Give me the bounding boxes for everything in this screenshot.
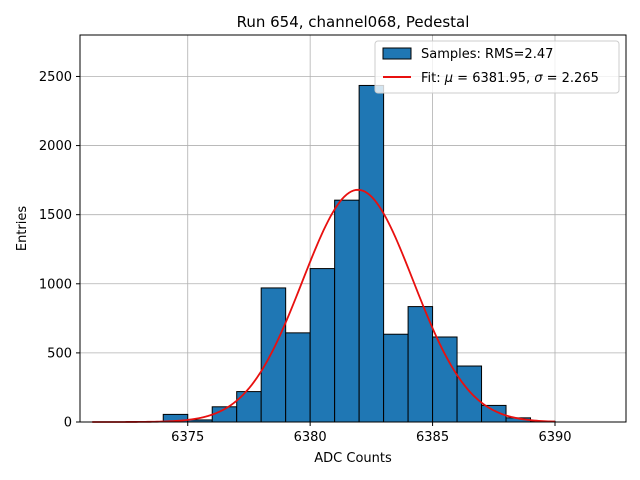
x-tick-label: 6380: [294, 430, 327, 445]
y-tick-label: 0: [64, 416, 72, 431]
legend-label-fit: Fit: μ = 6381.95, σ = 2.265: [421, 71, 599, 86]
legend-fit-sigma-value: = 2.265: [542, 71, 598, 86]
histogram-bar: [383, 333, 409, 423]
x-tick-label: 6385: [416, 430, 449, 445]
legend-label-samples: Samples: RMS=2.47: [421, 47, 553, 62]
plot-frame: [79, 34, 627, 423]
histogram-bar: [334, 199, 360, 423]
legend-box: [374, 40, 620, 94]
legend-fit-sigma-symbol: σ: [534, 71, 543, 86]
histogram-bar: [309, 268, 336, 423]
fit-layer: [92, 188, 556, 423]
chart-title: Run 654, channel068, Pedestal: [237, 13, 470, 31]
histogram-bar: [260, 287, 287, 423]
y-tick-label: 2000: [39, 139, 72, 154]
histogram-bar: [236, 391, 262, 423]
histogram-bar: [456, 365, 483, 423]
x-axis-label: ADC Counts: [314, 451, 392, 466]
x-tick-label: 6390: [538, 430, 571, 445]
histogram-bar: [358, 84, 385, 423]
x-tick-label: 6375: [171, 430, 204, 445]
y-axis-label: Entries: [15, 206, 30, 252]
legend-fit-mu-symbol: μ: [444, 71, 453, 86]
legend-fit-prefix: Fit:: [421, 71, 445, 86]
y-tick-label: 500: [47, 346, 72, 361]
y-tick-label: 1500: [39, 208, 72, 223]
legend: Samples: RMS=2.47 Fit: μ = 6381.95, σ = …: [374, 40, 620, 94]
legend-fit-mu-value: = 6381.95,: [453, 71, 534, 86]
ticks-layer: 6375 6380 6385 6390 0 500 1000 1500 2000 2500: [39, 70, 572, 445]
y-tick-label: 1000: [39, 277, 72, 292]
bars-layer: [162, 84, 556, 423]
gaussian-fit-curve: [92, 188, 556, 423]
histogram-bar: [432, 336, 458, 423]
histogram-bar: [285, 332, 311, 423]
y-tick-label: 2500: [39, 70, 72, 85]
histogram-bar: [407, 306, 434, 423]
legend-swatch-samples: [382, 47, 412, 60]
